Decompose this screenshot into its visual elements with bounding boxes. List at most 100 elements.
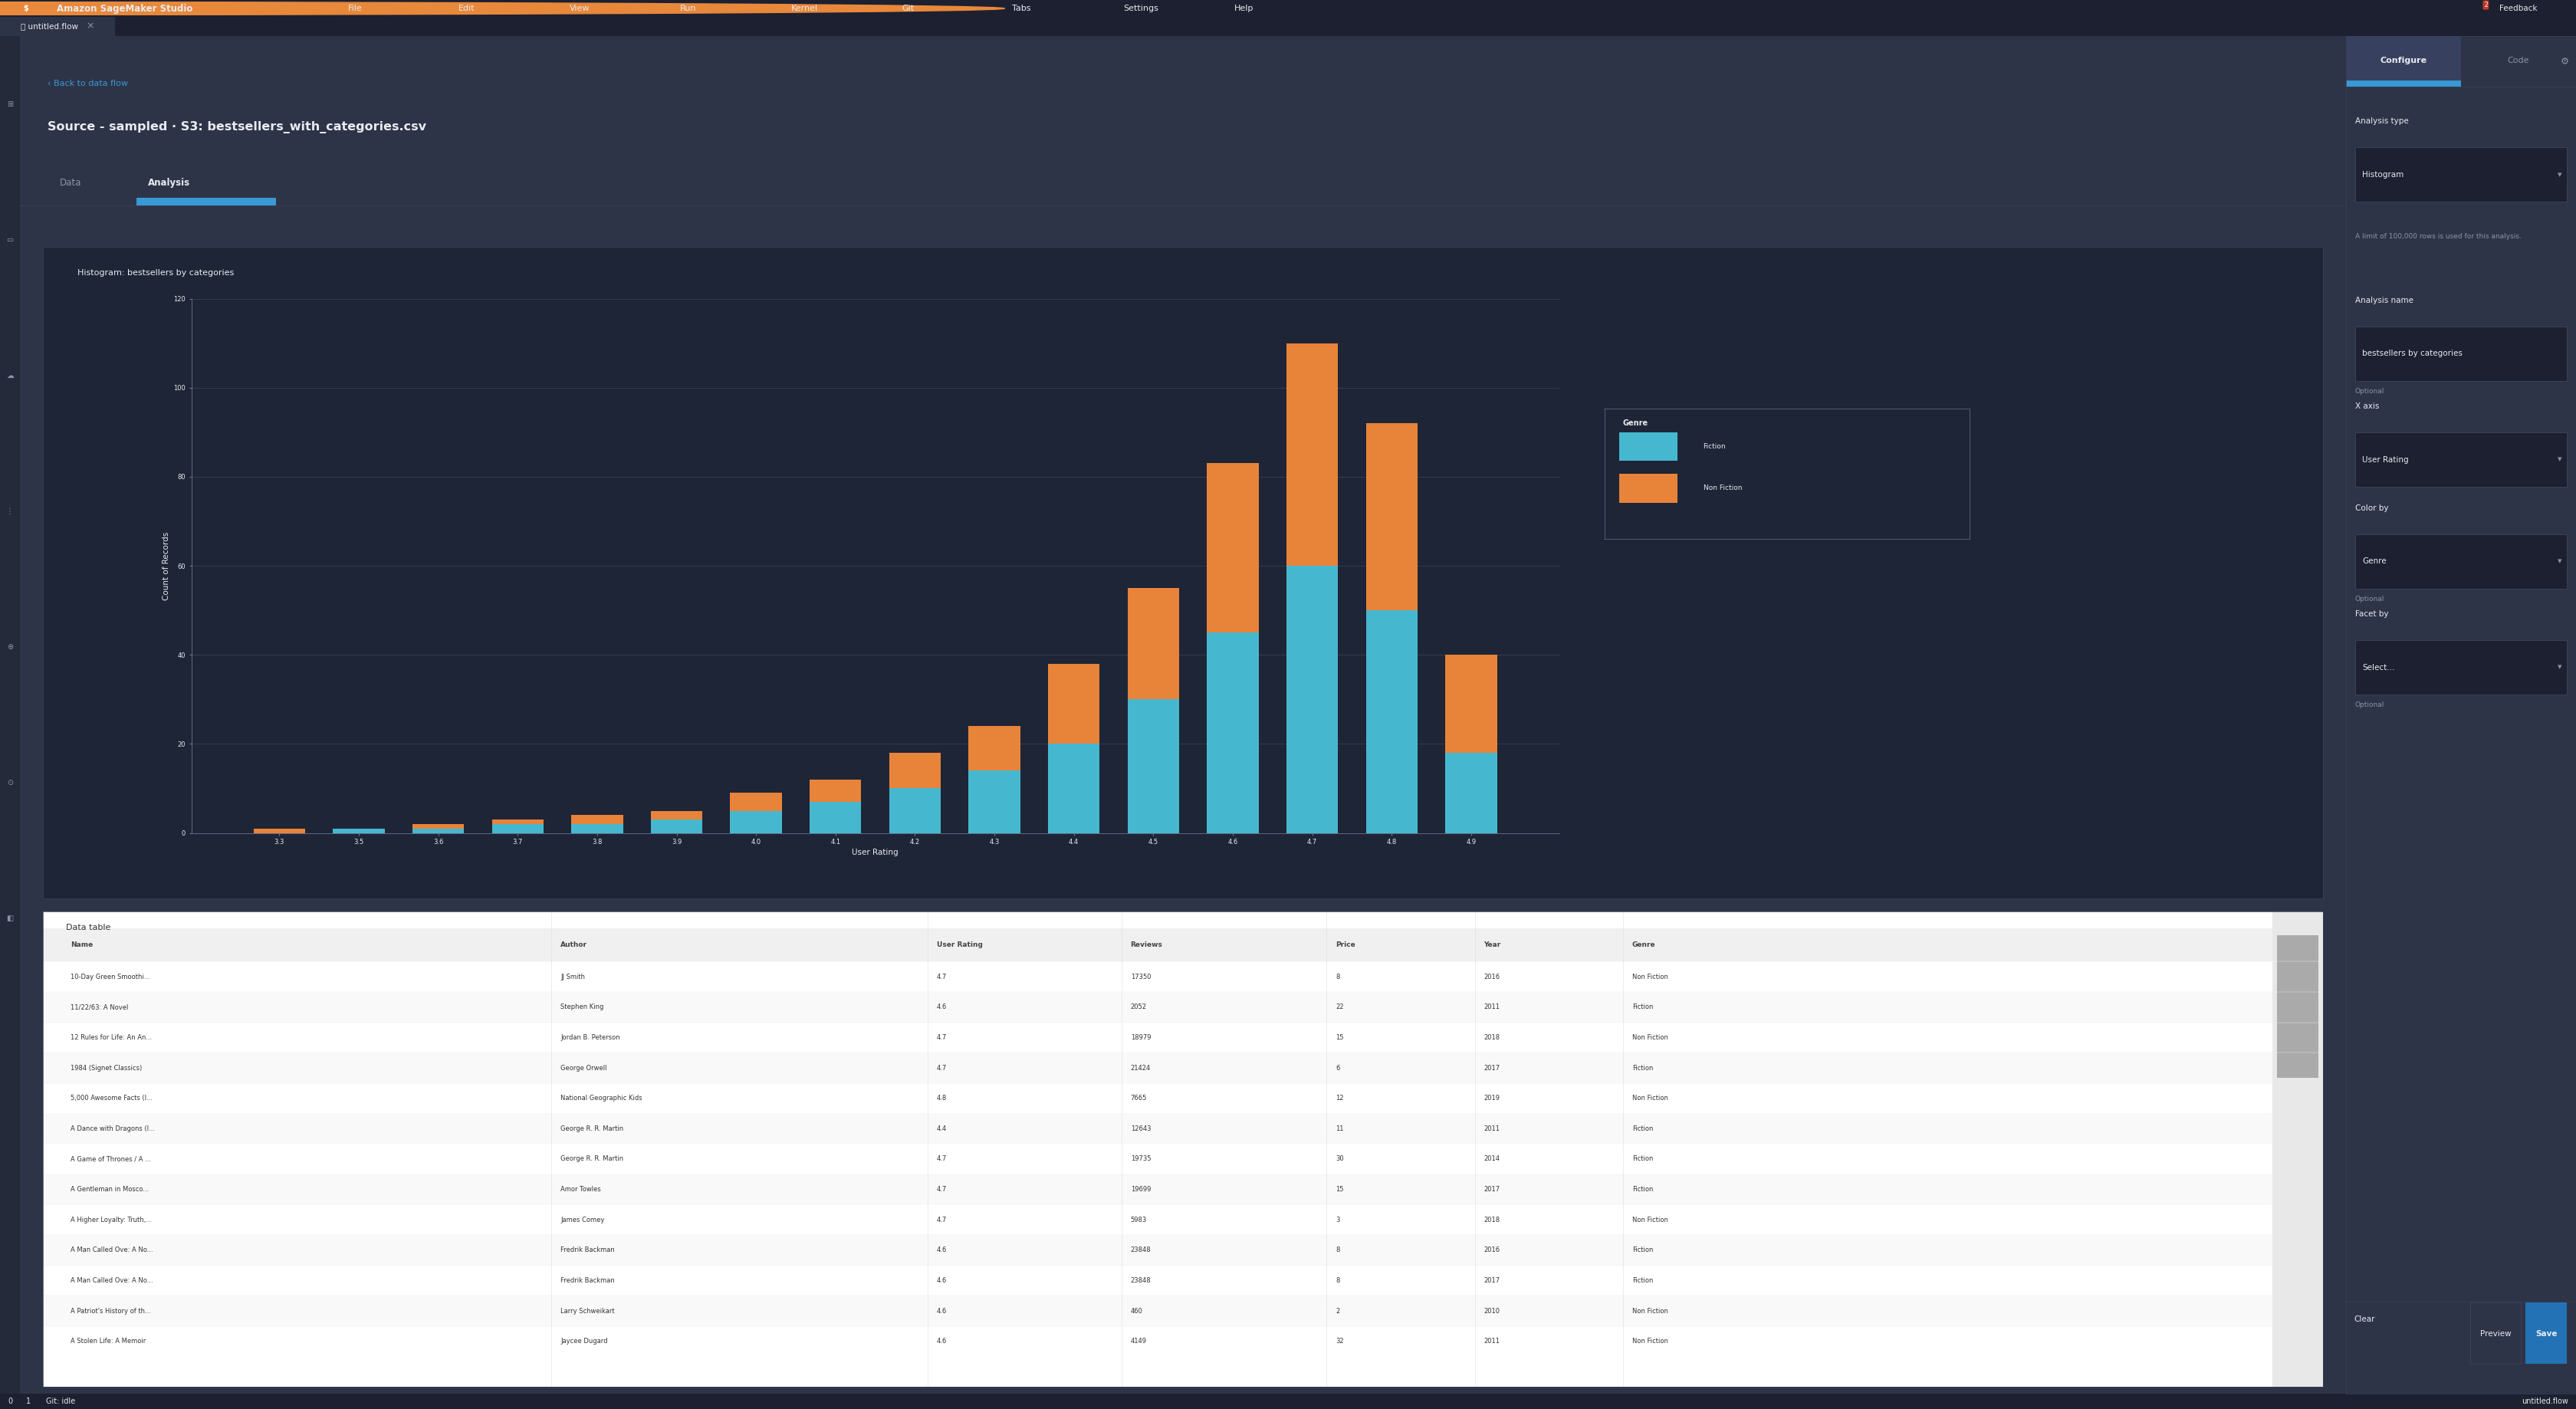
Bar (1445, 752, 1497, 833)
Bar (1208, 633, 1260, 833)
Text: 4.7: 4.7 (938, 1186, 948, 1193)
Text: ⊕: ⊕ (8, 643, 13, 651)
Text: A Man Called Ove: A No...: A Man Called Ove: A No... (70, 1247, 152, 1254)
Circle shape (0, 1, 1005, 15)
FancyBboxPatch shape (2470, 1303, 2522, 1364)
Bar (1208, 464, 1260, 633)
Text: ☁: ☁ (5, 372, 13, 379)
Bar (252, 828, 304, 833)
Text: Fiction: Fiction (1633, 1155, 1654, 1162)
Bar (572, 824, 623, 833)
Text: 4.8: 4.8 (938, 1095, 948, 1102)
Text: Facet by: Facet by (2354, 610, 2388, 619)
Bar (969, 726, 1020, 771)
Text: Clear: Clear (2354, 1315, 2375, 1323)
Text: ×: × (88, 21, 95, 31)
Bar (1128, 699, 1180, 833)
Bar (492, 824, 544, 833)
Text: Reviews: Reviews (1131, 941, 1162, 948)
Text: Fiction: Fiction (1633, 1064, 1654, 1071)
Text: 17350: 17350 (1131, 974, 1151, 981)
Bar (2347, 80, 2460, 86)
Text: Non Fiction: Non Fiction (1633, 1339, 1669, 1344)
Text: Save: Save (2535, 1330, 2558, 1337)
Text: 2018: 2018 (1484, 1034, 1499, 1041)
Text: Author: Author (562, 941, 587, 948)
Text: ⊞: ⊞ (8, 100, 13, 107)
Text: 11/22/63: A Novel: 11/22/63: A Novel (70, 1003, 129, 1010)
Text: Help: Help (1234, 4, 1255, 13)
Text: Edit: Edit (459, 4, 474, 13)
Bar (1285, 566, 1337, 833)
Text: $: $ (23, 4, 28, 13)
Text: 15: 15 (1337, 1034, 1345, 1041)
Bar (729, 793, 783, 810)
Bar (44, 929, 2324, 961)
Bar (2277, 936, 2318, 1078)
Text: 4.7: 4.7 (938, 1064, 948, 1071)
Text: 2019: 2019 (1484, 1095, 1499, 1102)
Bar (1048, 664, 1100, 744)
Bar (809, 802, 860, 833)
Text: 12: 12 (1337, 1095, 1345, 1102)
Bar (44, 1053, 2324, 1084)
Text: George R. R. Martin: George R. R. Martin (562, 1155, 623, 1162)
Text: Genre: Genre (1633, 941, 1656, 948)
Text: 30: 30 (1337, 1155, 1345, 1162)
Bar (44, 1144, 2324, 1174)
Text: User Rating: User Rating (2362, 455, 2409, 464)
Text: Tabs: Tabs (1012, 4, 1030, 13)
Text: ▾: ▾ (2558, 170, 2563, 179)
Text: 4.6: 4.6 (938, 1277, 948, 1284)
Y-axis label: Count of Records: Count of Records (162, 531, 170, 600)
Bar (44, 1084, 2324, 1113)
Text: 2017: 2017 (1484, 1186, 1499, 1193)
Text: Code: Code (2506, 56, 2530, 65)
Text: Optional: Optional (2354, 702, 2385, 709)
Text: Genre: Genre (2362, 558, 2385, 565)
Text: Larry Schweikart: Larry Schweikart (562, 1308, 616, 1315)
Text: James Comey: James Comey (562, 1216, 605, 1223)
Bar (44, 1113, 2324, 1144)
FancyBboxPatch shape (2524, 1303, 2566, 1364)
Text: Git: Git (902, 4, 914, 13)
Text: Fiction: Fiction (1633, 1277, 1654, 1284)
Text: Analysis type: Analysis type (2354, 117, 2409, 125)
Bar (1445, 655, 1497, 752)
Text: 2052: 2052 (1131, 1003, 1146, 1010)
Text: Histogram: Histogram (2362, 170, 2403, 179)
Text: ▾: ▾ (2558, 455, 2563, 464)
Text: ▾: ▾ (2558, 664, 2563, 671)
Text: untitled.flow: untitled.flow (2522, 1398, 2568, 1405)
Text: Optional: Optional (2354, 596, 2385, 602)
Text: Kernel: Kernel (791, 4, 817, 13)
Text: Amor Towles: Amor Towles (562, 1186, 600, 1193)
Text: Optional: Optional (2354, 387, 2385, 395)
Bar (2272, 912, 2324, 1386)
FancyBboxPatch shape (2354, 433, 2566, 486)
Text: Analysis name: Analysis name (2354, 297, 2414, 304)
Bar (137, 197, 276, 206)
Text: Amazon SageMaker Studio: Amazon SageMaker Studio (57, 3, 193, 14)
Text: 4.6: 4.6 (938, 1247, 948, 1254)
Text: 4.6: 4.6 (938, 1003, 948, 1010)
Text: Non Fiction: Non Fiction (1703, 485, 1741, 492)
Bar (652, 810, 703, 820)
Text: 23848: 23848 (1131, 1277, 1151, 1284)
Text: User Rating: User Rating (938, 941, 981, 948)
Text: 23848: 23848 (1131, 1247, 1151, 1254)
Text: 1984 (Signet Classics): 1984 (Signet Classics) (70, 1064, 142, 1071)
X-axis label: User Rating: User Rating (853, 848, 899, 857)
Text: 2011: 2011 (1484, 1126, 1499, 1131)
Bar (44, 1174, 2324, 1205)
Bar (44, 961, 2324, 992)
Text: 2014: 2014 (1484, 1155, 1499, 1162)
Text: ‹ Back to data flow: ‹ Back to data flow (49, 80, 129, 87)
Bar (1048, 744, 1100, 833)
Text: 2018: 2018 (1484, 1216, 1499, 1223)
Bar (969, 771, 1020, 833)
Text: 19699: 19699 (1131, 1186, 1151, 1193)
Bar (2347, 37, 2460, 83)
Bar (44, 992, 2324, 1023)
Bar (492, 820, 544, 824)
